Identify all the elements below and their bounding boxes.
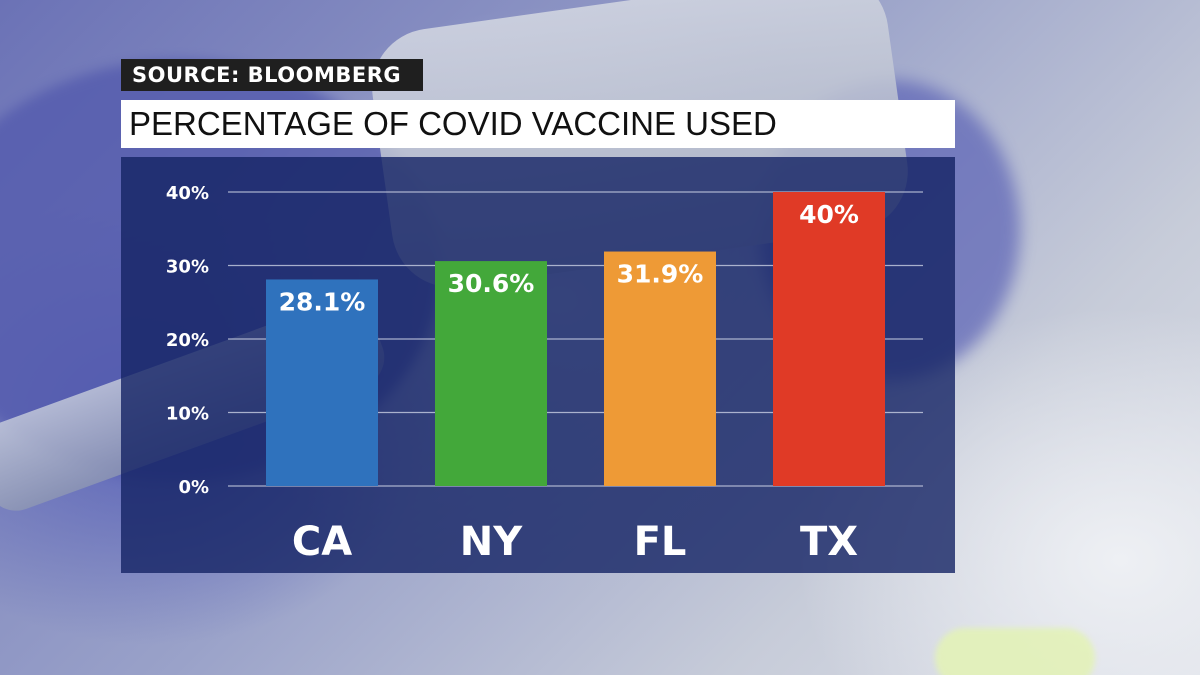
bar <box>435 261 547 486</box>
y-tick-label: 40% <box>166 183 209 204</box>
pill-shape <box>935 628 1095 675</box>
source-label: SOURCE: BLOOMBERG <box>121 59 423 91</box>
x-category-label: TX <box>800 519 858 565</box>
bar <box>773 192 885 486</box>
bar-data-label: 30.6% <box>448 269 535 298</box>
y-tick-label: 0% <box>178 477 209 498</box>
bar-data-label: 31.9% <box>617 260 704 289</box>
y-tick-label: 20% <box>166 330 209 351</box>
y-tick-label: 10% <box>166 404 209 425</box>
x-category-label: FL <box>634 519 687 565</box>
x-category-label: CA <box>292 519 352 565</box>
bar <box>266 279 378 486</box>
bar <box>604 251 716 486</box>
bar-data-label: 28.1% <box>279 287 366 316</box>
y-tick-label: 30% <box>166 257 209 278</box>
bar-data-label: 40% <box>799 200 859 229</box>
chart-title: PERCENTAGE OF COVID VACCINE USED <box>121 100 955 148</box>
x-category-label: NY <box>460 519 523 565</box>
